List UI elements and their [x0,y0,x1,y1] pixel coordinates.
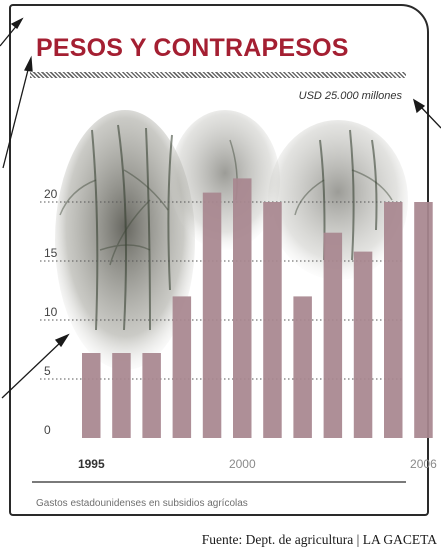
bar-1998 [172,296,192,438]
x-tick-label: 2000 [229,457,256,471]
y-tick-label: 15 [44,246,58,260]
chart-title: PESOS Y CONTRAPESOS [36,34,349,62]
y-axis-ticks: 0 5 10 15 20 [44,187,58,437]
chart-caption: Gastos estadounidenses en subsidios agrí… [36,498,248,509]
source-box: Fuente: Dept. de agricultura | LA GACETA [134,522,441,556]
corn-photo-background [55,110,408,370]
title-divider [30,72,406,78]
y-tick-label: 5 [44,364,51,378]
bar-1997 [142,353,161,438]
bar-2004 [353,251,373,438]
y-tick-label: 20 [44,187,58,201]
bar-2000 [233,178,252,438]
y-tick-label: 10 [44,305,58,319]
bar-1999 [202,192,222,438]
bar-2001 [263,202,282,438]
bar-2002 [293,296,312,438]
gridlines [40,201,404,380]
bar-1996 [112,353,131,438]
x-axis-ticks: 1995 2000 2006 [78,457,437,471]
x-tick-label: 2006 [410,457,437,471]
bar-1995 [82,353,101,438]
bar-2005 [384,202,403,438]
bar-series [82,178,433,438]
bar-2003 [323,232,343,438]
footer-divider [32,481,406,483]
y-tick-label: 0 [44,423,51,437]
source-credit: Fuente: Dept. de agricultura | LA GACETA [201,532,437,547]
units-label: USD 25.000 millones [298,90,402,102]
x-tick-label: 1995 [78,457,105,471]
bar-2006 [414,202,433,438]
